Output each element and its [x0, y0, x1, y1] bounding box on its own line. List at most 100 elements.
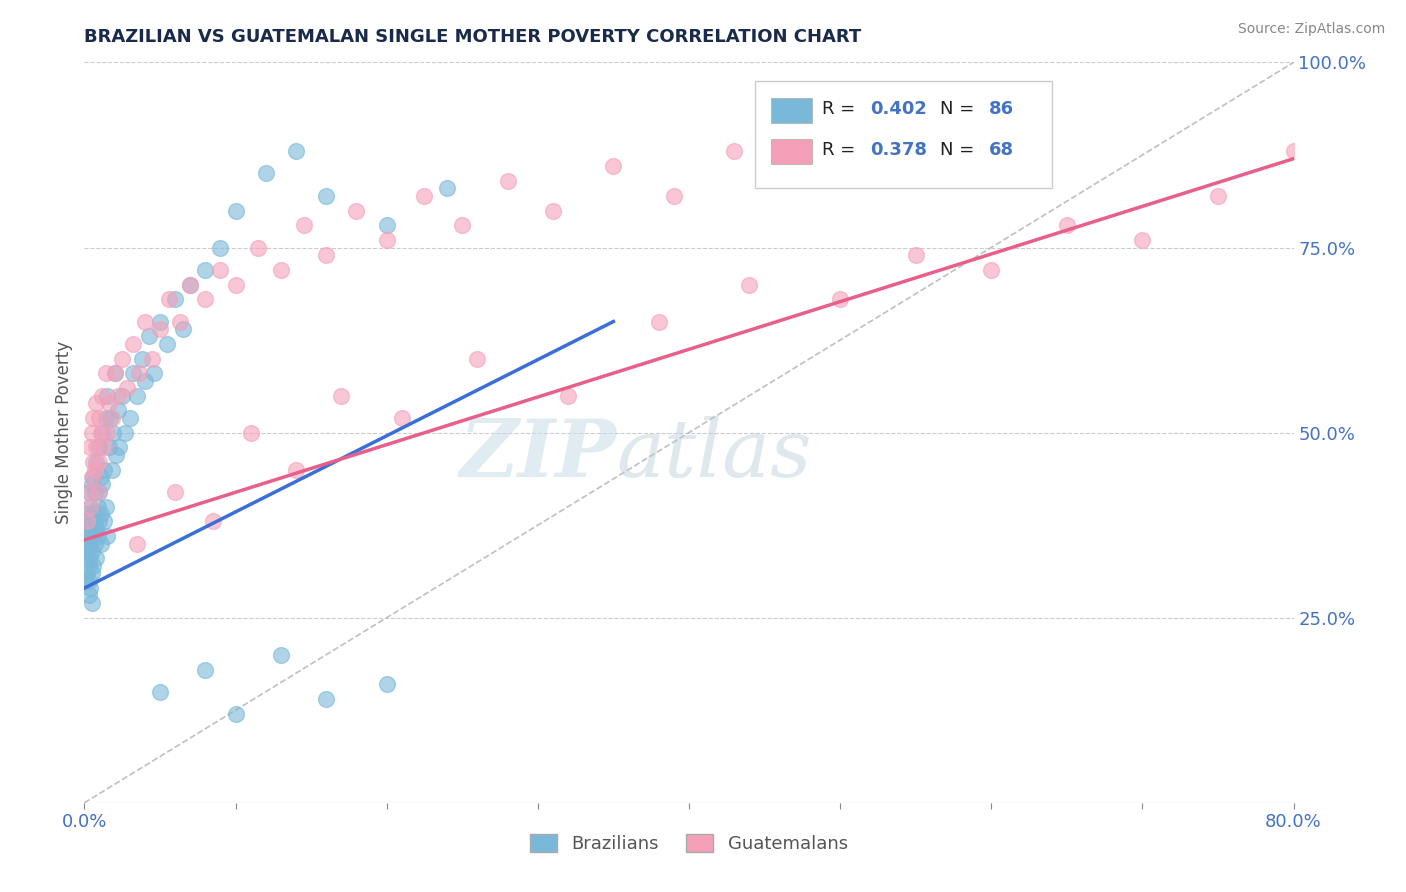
Point: [84, 462, 107, 476]
Point: [87, 529, 110, 543]
Point: [194, 293, 217, 307]
Point: [97, 396, 120, 410]
Point: [94, 410, 117, 425]
Point: [134, 314, 156, 328]
Point: [149, 314, 172, 328]
Point: [75, 529, 97, 543]
Point: [75, 551, 97, 566]
Point: [115, 381, 138, 395]
Point: [179, 277, 201, 292]
Point: [79, 441, 101, 455]
Point: [111, 388, 134, 402]
Point: [194, 262, 217, 277]
Point: [114, 425, 136, 440]
Point: [904, 248, 927, 262]
FancyBboxPatch shape: [755, 81, 1052, 188]
Point: [315, 248, 337, 262]
Point: [93, 462, 115, 476]
Point: [738, 277, 761, 292]
Point: [96, 425, 118, 440]
Text: N =: N =: [941, 100, 980, 118]
Point: [315, 188, 337, 202]
Point: [330, 388, 353, 402]
Point: [84, 536, 107, 550]
Point: [1056, 219, 1078, 233]
Point: [391, 410, 413, 425]
Point: [77, 589, 100, 603]
Point: [105, 448, 128, 462]
Point: [1282, 145, 1305, 159]
Point: [128, 367, 150, 381]
Point: [270, 262, 292, 277]
Point: [94, 367, 117, 381]
Point: [121, 336, 143, 351]
Point: [662, 188, 685, 202]
Point: [121, 367, 143, 381]
Point: [89, 515, 111, 529]
Point: [79, 551, 101, 566]
Point: [76, 536, 98, 550]
Point: [90, 425, 112, 440]
Point: [89, 441, 111, 455]
Point: [84, 484, 107, 499]
Point: [82, 558, 104, 573]
Point: [86, 522, 108, 536]
Point: [79, 500, 101, 514]
Point: [1206, 188, 1229, 202]
Point: [830, 293, 852, 307]
Legend: Brazilians, Guatemalans: Brazilians, Guatemalans: [523, 827, 855, 861]
Point: [131, 351, 153, 366]
Point: [118, 410, 141, 425]
Point: [108, 441, 131, 455]
Point: [100, 410, 122, 425]
Point: [111, 351, 134, 366]
Point: [89, 455, 111, 469]
Point: [97, 441, 120, 455]
Point: [557, 388, 579, 402]
Point: [451, 219, 474, 233]
Point: [1130, 233, 1153, 247]
Point: [225, 203, 247, 218]
Point: [104, 367, 127, 381]
Point: [91, 425, 114, 440]
Point: [225, 706, 247, 721]
Text: R =: R =: [823, 141, 860, 159]
Point: [127, 536, 149, 550]
Text: N =: N =: [941, 141, 980, 159]
Point: [89, 484, 111, 499]
Point: [77, 515, 100, 529]
Point: [149, 322, 172, 336]
Text: 68: 68: [988, 141, 1014, 159]
Text: BRAZILIAN VS GUATEMALAN SINGLE MOTHER POVERTY CORRELATION CHART: BRAZILIAN VS GUATEMALAN SINGLE MOTHER PO…: [84, 28, 862, 45]
Point: [96, 388, 118, 402]
Point: [107, 403, 129, 417]
Point: [80, 470, 103, 484]
Point: [209, 240, 232, 255]
Point: [82, 470, 104, 484]
Point: [101, 425, 124, 440]
Point: [104, 367, 127, 381]
Point: [209, 262, 232, 277]
Point: [127, 388, 149, 402]
Point: [76, 522, 98, 536]
Point: [496, 174, 519, 188]
Text: Source: ZipAtlas.com: Source: ZipAtlas.com: [1237, 22, 1385, 37]
Point: [90, 536, 112, 550]
Point: [100, 462, 122, 476]
Point: [80, 566, 103, 581]
Point: [413, 188, 436, 202]
Point: [79, 500, 101, 514]
Point: [107, 388, 129, 402]
Point: [93, 441, 115, 455]
Point: [375, 233, 398, 247]
Point: [91, 477, 114, 491]
Point: [134, 374, 156, 388]
Text: ZIP: ZIP: [460, 416, 616, 493]
Point: [77, 484, 100, 499]
Point: [254, 166, 277, 180]
FancyBboxPatch shape: [770, 98, 813, 123]
Point: [86, 441, 108, 455]
Y-axis label: Single Mother Poverty: Single Mother Poverty: [55, 341, 73, 524]
Point: [86, 455, 108, 469]
Point: [194, 663, 217, 677]
